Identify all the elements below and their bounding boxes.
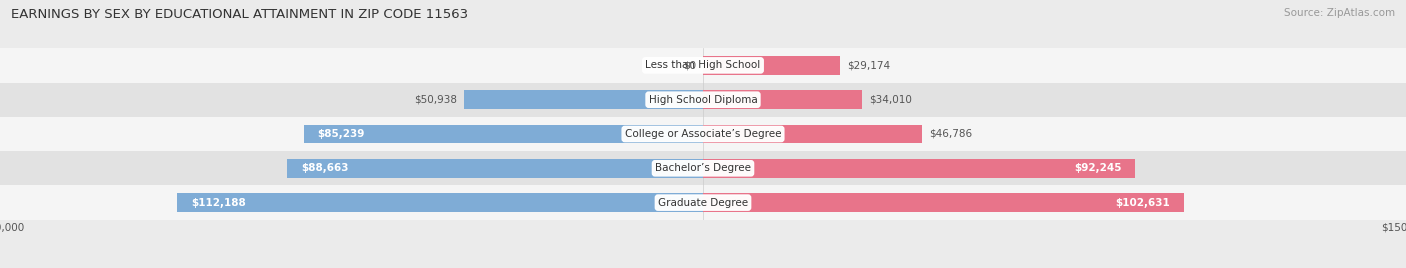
Bar (703, 193, 1184, 212)
Bar (0, 151, 1406, 185)
Text: High School Diploma: High School Diploma (648, 95, 758, 105)
Bar (0, 117, 1406, 151)
Text: $46,786: $46,786 (929, 129, 973, 139)
Bar (703, 56, 839, 75)
Bar (0, 185, 1406, 220)
Text: Bachelor’s Degree: Bachelor’s Degree (655, 163, 751, 173)
Bar (287, 159, 703, 178)
Bar (703, 125, 922, 143)
Text: Less than High School: Less than High School (645, 60, 761, 70)
Text: EARNINGS BY SEX BY EDUCATIONAL ATTAINMENT IN ZIP CODE 11563: EARNINGS BY SEX BY EDUCATIONAL ATTAINMEN… (11, 8, 468, 21)
Bar (464, 90, 703, 109)
Bar (0, 83, 1406, 117)
Text: $88,663: $88,663 (301, 163, 349, 173)
Text: $29,174: $29,174 (846, 60, 890, 70)
Text: $102,631: $102,631 (1115, 198, 1170, 208)
Text: $34,010: $34,010 (869, 95, 912, 105)
Text: Graduate Degree: Graduate Degree (658, 198, 748, 208)
Text: $0: $0 (683, 60, 696, 70)
Text: $112,188: $112,188 (191, 198, 246, 208)
Text: College or Associate’s Degree: College or Associate’s Degree (624, 129, 782, 139)
Text: Source: ZipAtlas.com: Source: ZipAtlas.com (1284, 8, 1395, 18)
Bar (177, 193, 703, 212)
Bar (703, 159, 1135, 178)
Text: $92,245: $92,245 (1074, 163, 1121, 173)
Bar (304, 125, 703, 143)
Bar (703, 90, 862, 109)
Text: $50,938: $50,938 (415, 95, 457, 105)
Text: $85,239: $85,239 (318, 129, 366, 139)
Bar (0, 48, 1406, 83)
